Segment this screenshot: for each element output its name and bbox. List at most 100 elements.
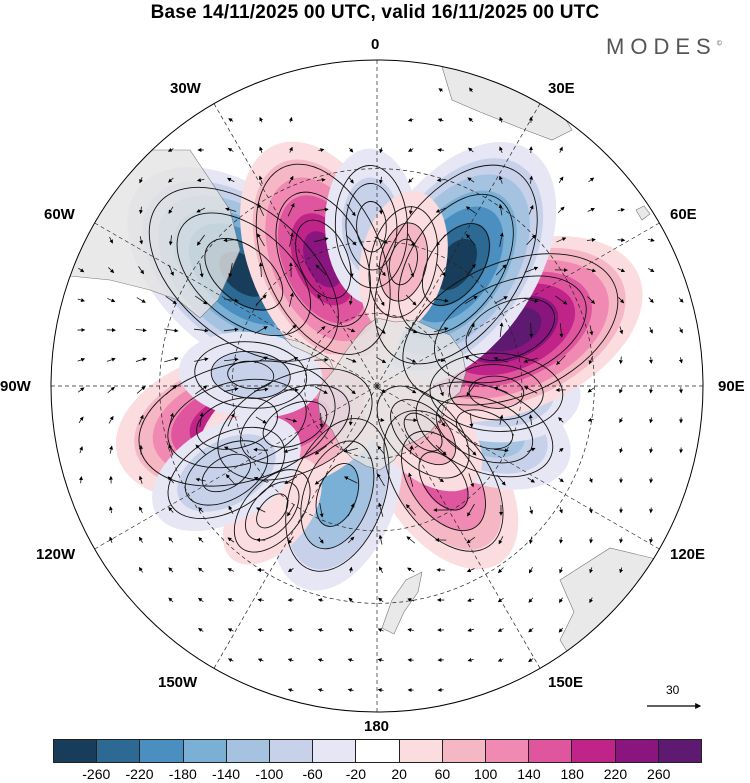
wind-vector <box>343 448 358 453</box>
wind-vector <box>374 236 389 244</box>
wind-vector <box>135 357 147 362</box>
wind-vector <box>528 536 533 545</box>
colorbar-swatch <box>54 740 98 762</box>
wind-vector <box>678 297 684 303</box>
lon-label-120w: 120W <box>36 546 76 563</box>
streamline <box>455 409 514 450</box>
colorbar-tick-label: 220 <box>603 766 628 782</box>
wind-vector <box>257 203 265 216</box>
wind-vector <box>497 597 504 603</box>
wind-vector <box>196 178 205 183</box>
wind-vector <box>617 238 626 243</box>
wind-vector <box>406 536 416 544</box>
wind-vector <box>227 177 235 183</box>
streamline <box>334 165 408 289</box>
wind-vector <box>558 176 564 184</box>
wind-vector <box>586 268 597 273</box>
streamline <box>167 378 307 469</box>
colorbar <box>53 739 702 763</box>
wind-vector <box>619 447 624 454</box>
wind-vector <box>498 536 504 545</box>
colorbar-swatch <box>658 740 702 762</box>
colorbar-swatch <box>226 740 271 762</box>
streamline <box>196 397 278 450</box>
wind-vector <box>255 507 266 513</box>
wind-vector <box>225 474 236 486</box>
streamline <box>421 223 490 306</box>
wind-vector <box>586 237 596 242</box>
wind-vector <box>225 207 237 212</box>
latitude-circle <box>159 168 595 604</box>
wind-vector <box>434 298 449 303</box>
wind-vector <box>284 356 299 363</box>
wind-vector <box>348 566 353 573</box>
wind-vector <box>499 116 504 123</box>
wind-vector <box>468 147 474 153</box>
new-zealand <box>381 571 423 635</box>
wind-vector <box>493 386 508 393</box>
meridian-line <box>213 385 378 669</box>
colorbar-swatch <box>97 740 141 762</box>
wind-vector <box>344 476 358 484</box>
colorbar-swatch <box>140 740 184 762</box>
streamline <box>368 206 439 318</box>
wind-vector <box>314 475 327 485</box>
wind-vector <box>223 327 239 332</box>
wind-vector <box>287 658 294 663</box>
wind-vector <box>528 597 534 603</box>
contour-lines <box>138 163 619 572</box>
wind-vector <box>524 266 539 273</box>
wind-vector <box>168 536 174 543</box>
wind-vector <box>408 472 414 487</box>
wind-vector <box>288 292 294 307</box>
wind-vector <box>78 267 85 273</box>
colorbar-swatch <box>615 740 659 762</box>
wind-vector <box>168 264 174 276</box>
wind-vector <box>587 208 595 212</box>
wind-vector <box>647 238 655 242</box>
lon-label-150w: 150W <box>158 674 198 691</box>
wind-vector <box>405 326 418 334</box>
wind-vector <box>376 387 386 393</box>
wind-vector <box>288 116 293 123</box>
wind-vector <box>195 444 207 456</box>
wind-vector <box>649 537 654 544</box>
wind-vector <box>79 476 83 484</box>
wind-vector <box>378 502 384 517</box>
wind-vector <box>409 444 414 455</box>
wind-vector <box>649 447 654 454</box>
wind-vector <box>287 202 295 217</box>
wind-vector <box>377 445 385 454</box>
streamline <box>233 469 311 553</box>
wind-vector <box>649 326 653 334</box>
wind-vector <box>254 356 269 364</box>
wind-vector <box>347 327 356 333</box>
wind-vector <box>438 478 445 483</box>
wind-vector <box>527 447 536 453</box>
wind-vector <box>227 147 234 152</box>
wind-vector <box>317 598 324 603</box>
lon-label-120e: 120E <box>670 546 706 563</box>
wind-vector <box>555 295 568 305</box>
wind-vector <box>497 628 504 632</box>
wind-vector <box>197 567 204 573</box>
wind-vector <box>109 536 113 543</box>
wind-vector <box>407 233 415 248</box>
wind-vector <box>199 412 204 427</box>
wind-vector <box>346 386 356 395</box>
wind-vector <box>436 178 445 183</box>
wind-vector <box>227 568 235 572</box>
meridian-line <box>94 222 378 387</box>
wind-vector <box>288 175 294 184</box>
wind-vector <box>223 238 239 243</box>
wind-vector <box>528 204 534 215</box>
streamline <box>429 352 564 432</box>
wind-vector <box>224 298 239 303</box>
wind-vector <box>283 447 298 453</box>
wind-vector <box>347 658 354 663</box>
wind-vector <box>167 148 174 152</box>
wind-vector <box>285 418 298 423</box>
wind-vector <box>317 658 324 663</box>
streamline <box>256 493 289 529</box>
colorbar-tick-label: 100 <box>473 766 498 782</box>
